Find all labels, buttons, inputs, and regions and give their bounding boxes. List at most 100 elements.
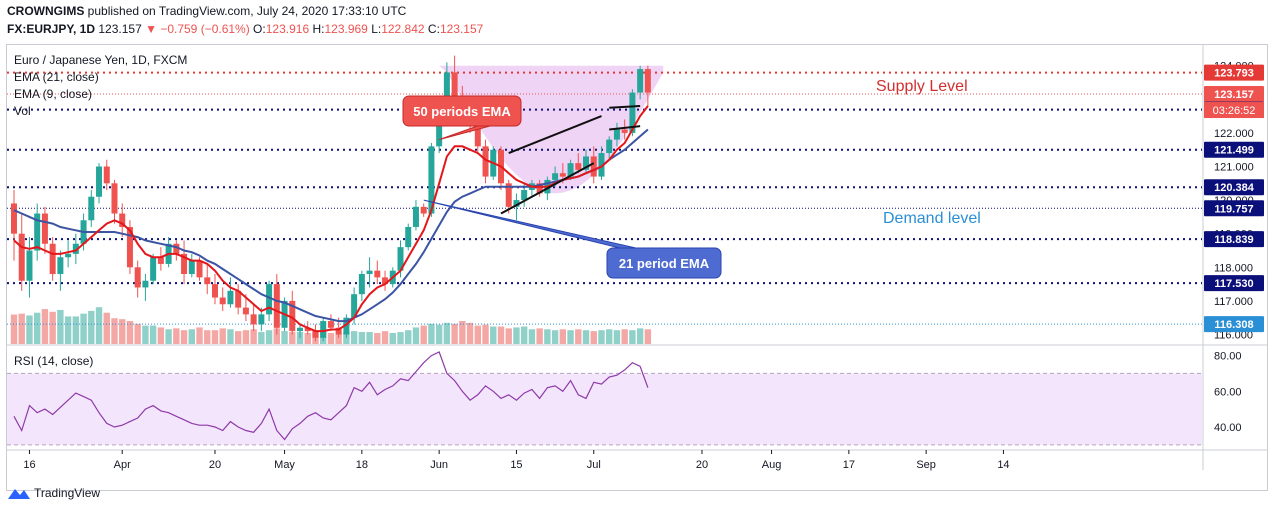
rsi-line xyxy=(13,351,649,441)
candle-body xyxy=(188,260,195,275)
tradingview-logo[interactable]: TradingView xyxy=(8,486,100,500)
candle-body xyxy=(590,156,597,177)
candle-body xyxy=(134,267,141,288)
trend-lines xyxy=(500,105,641,215)
time-axis: 16 Apr 20 May 18 Jun 15 Jul 20 Aug 17 Sep 14 xyxy=(23,450,1010,471)
flag-bottom-line xyxy=(609,125,641,131)
volume-bar xyxy=(606,329,613,344)
volume-bar xyxy=(165,329,172,344)
volume-bar xyxy=(636,328,644,344)
candle-body xyxy=(598,153,605,177)
volume-bar xyxy=(428,323,435,344)
price-tag-text: 118.839 xyxy=(1214,234,1253,246)
price-tick: 116.000 xyxy=(1214,330,1253,342)
ema21-line xyxy=(13,128,649,323)
volume-bar xyxy=(629,330,636,344)
rsi-band-fill xyxy=(7,373,1202,445)
price-tick: 117.000 xyxy=(1214,296,1253,308)
volume-bar xyxy=(49,311,56,344)
candle-body xyxy=(382,277,389,285)
symbol-header: FX:EURJPY, 1D 123.157 ▼ −0.759 (−0.61%) … xyxy=(7,22,484,36)
volume-bar xyxy=(358,332,366,344)
volume-bar xyxy=(613,330,621,344)
volume-bar xyxy=(405,330,412,344)
low-value: 122.842 xyxy=(381,22,425,36)
candle-body xyxy=(41,213,48,244)
candle-body xyxy=(211,284,218,298)
volume-bar xyxy=(173,328,180,344)
price-tag-bg xyxy=(1204,231,1264,248)
candle-body xyxy=(219,297,226,305)
ema21-callout-pointer xyxy=(423,199,646,251)
volume-bar xyxy=(621,329,628,344)
volume-bar xyxy=(95,307,103,344)
candle-body xyxy=(49,243,56,275)
price-tag-text: 116.308 xyxy=(1214,319,1253,331)
time-tick: 20 xyxy=(696,459,708,471)
candle-body xyxy=(196,260,203,278)
volume-bar xyxy=(18,313,25,344)
volume-bar xyxy=(474,325,481,344)
price-tick: 118.000 xyxy=(1214,262,1253,274)
candle-body xyxy=(250,314,257,325)
chart-frame xyxy=(6,44,1268,491)
price-tag-bg xyxy=(1204,64,1264,81)
price-tag-bg xyxy=(1204,179,1264,196)
candle-body xyxy=(26,250,33,281)
volume-bar xyxy=(64,316,72,344)
candle-body xyxy=(552,173,559,180)
price-tag-text: 120.384 xyxy=(1214,182,1255,194)
publisher-name: CROWNGIMS xyxy=(7,4,85,18)
ema50-callout-box xyxy=(402,95,522,127)
volume-bar xyxy=(397,332,404,344)
instrument-legend: Euro / Japanese Yen, 1D, FXCM xyxy=(14,53,188,67)
candle-body xyxy=(320,321,327,338)
price-tag-text: 123.157 xyxy=(1214,89,1254,101)
time-tick: Jul xyxy=(587,459,601,471)
volume-bar xyxy=(513,327,520,344)
candle-body xyxy=(575,163,582,170)
volume-bar xyxy=(258,332,265,344)
publish-header: CROWNGIMS published on TradingView.com, … xyxy=(7,4,406,18)
candle-body xyxy=(621,129,628,133)
volume-bar xyxy=(281,331,288,344)
volume-bar xyxy=(327,332,335,344)
candle-body xyxy=(366,270,373,275)
volume-bar xyxy=(551,330,559,344)
candle-body xyxy=(482,146,489,177)
candle-body xyxy=(521,190,528,201)
volume-bar xyxy=(544,329,551,344)
time-tick: May xyxy=(274,459,295,471)
volume-bar xyxy=(497,326,505,344)
volume-bar xyxy=(304,332,311,344)
candle-body xyxy=(142,280,149,288)
candle-body xyxy=(242,307,249,315)
volume-bar xyxy=(343,332,350,344)
rsi-tick: 40.00 xyxy=(1214,422,1242,434)
candle-body xyxy=(289,300,296,332)
volume-bar xyxy=(265,330,273,344)
volume-bar xyxy=(142,325,149,344)
price-tag-bg xyxy=(1204,275,1264,292)
countdown-text: 03:26:52 xyxy=(1213,105,1256,117)
volume-bar xyxy=(335,333,342,344)
volume-bar xyxy=(111,318,118,344)
candle-body xyxy=(304,327,311,332)
time-tick: 17 xyxy=(843,459,855,471)
volume-bar xyxy=(490,326,497,344)
candle-body xyxy=(273,284,280,328)
candle-body xyxy=(583,156,590,170)
tradingview-icon xyxy=(8,489,30,499)
candle-body xyxy=(88,196,95,221)
price-tags: 123.793123.157122.694121.499120.384119.7… xyxy=(1204,64,1264,333)
time-tick: 18 xyxy=(356,459,368,471)
volume-bar xyxy=(582,330,590,344)
candle-body xyxy=(119,213,126,227)
price-tag-text: 121.499 xyxy=(1214,145,1254,157)
candle-body xyxy=(644,69,651,93)
candle-body xyxy=(335,327,342,335)
candle-body xyxy=(436,109,443,147)
candle-body xyxy=(258,314,265,325)
symbol-label: FX:EURJPY, 1D xyxy=(7,22,96,36)
